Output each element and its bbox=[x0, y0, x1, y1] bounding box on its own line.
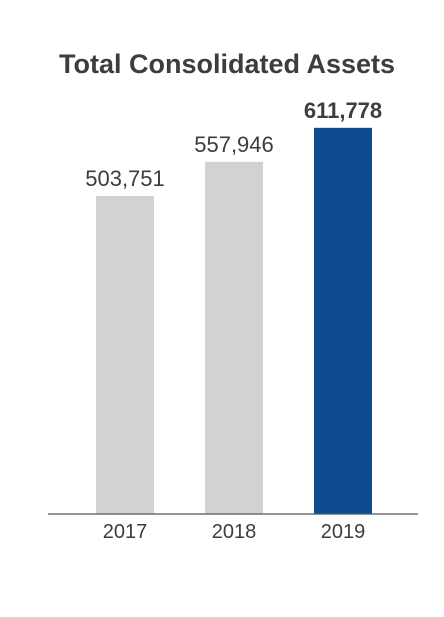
bar-2019 bbox=[314, 127, 372, 515]
bar-group bbox=[96, 127, 372, 515]
x-tick-label-2018: 2018 bbox=[212, 521, 257, 543]
value-label-2019: 611,778 bbox=[304, 98, 382, 123]
value-label-group: 503,751 557,946 611,778 bbox=[85, 98, 382, 191]
x-tick-label-2019: 2019 bbox=[321, 521, 366, 543]
value-label-2017: 503,751 bbox=[85, 166, 165, 191]
chart-title: Total Consolidated Assets bbox=[59, 49, 395, 79]
x-tick-label-2017: 2017 bbox=[103, 521, 148, 543]
bar-2017 bbox=[96, 196, 154, 514]
bar-2018 bbox=[205, 161, 263, 515]
value-label-2018: 557,946 bbox=[194, 132, 274, 157]
x-tick-label-group: 2017 2018 2019 bbox=[103, 521, 366, 543]
